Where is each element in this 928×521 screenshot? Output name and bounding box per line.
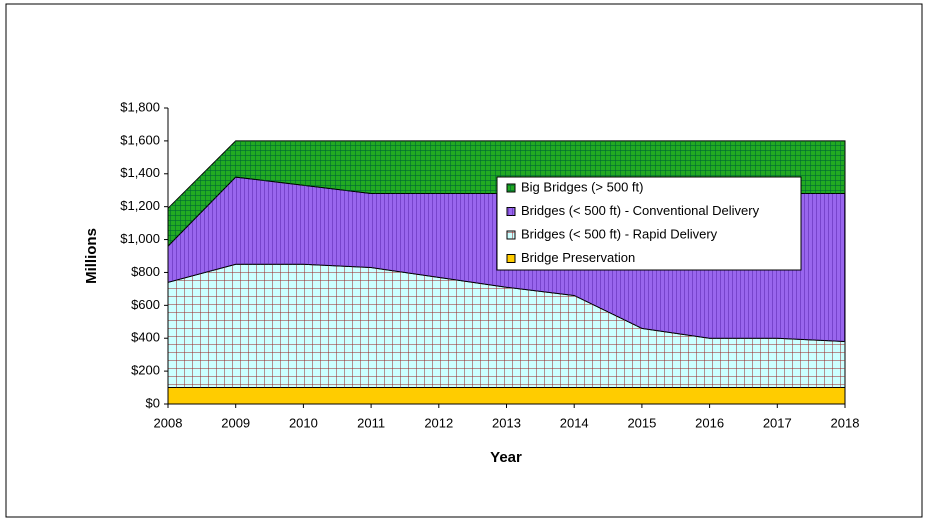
- x-tick-label: 2009: [221, 415, 250, 430]
- legend-swatch-pattern: [507, 184, 515, 192]
- legend-label: Bridges (< 500 ft) - Conventional Delive…: [521, 203, 760, 218]
- x-tick-label: 2018: [831, 415, 860, 430]
- area: [167, 387, 846, 405]
- y-tick-label: $600: [131, 297, 160, 312]
- y-tick-label: $200: [131, 363, 160, 378]
- x-tick-label: 2015: [627, 415, 656, 430]
- legend-label: Bridges (< 500 ft) - Rapid Delivery: [521, 226, 718, 241]
- y-tick-label: $1,200: [120, 198, 160, 213]
- x-tick-label: 2011: [357, 415, 385, 430]
- legend-box: [496, 176, 802, 271]
- y-tick-label: $400: [131, 330, 160, 345]
- legend-swatch: [506, 254, 516, 263]
- x-tick-label: 2017: [763, 415, 792, 430]
- area-pattern: [168, 264, 845, 388]
- y-axis-label: Millions: [83, 228, 100, 284]
- y-tick-label: $800: [131, 264, 160, 279]
- x-tick-label: 2014: [560, 415, 589, 430]
- y-tick-label: $1,600: [120, 132, 160, 147]
- legend-label: Big Bridges (> 500 ft): [521, 179, 643, 194]
- x-tick-label: 2010: [289, 415, 318, 430]
- legend-label: Bridge Preservation: [521, 250, 635, 265]
- x-tick-label: 2013: [492, 415, 521, 430]
- legend-swatch-pattern: [507, 207, 515, 216]
- x-axis-label: Year: [490, 449, 522, 466]
- x-tick-label: 2012: [424, 415, 453, 430]
- y-tick-label: $1,000: [120, 231, 160, 246]
- legend-swatch-pattern: [507, 231, 515, 239]
- x-tick-label: 2008: [154, 415, 183, 430]
- x-tick-label: 2016: [695, 415, 724, 430]
- y-tick-label: $1,400: [120, 165, 160, 180]
- y-tick-label: $1,800: [120, 99, 160, 114]
- y-tick-label: $0: [146, 395, 160, 410]
